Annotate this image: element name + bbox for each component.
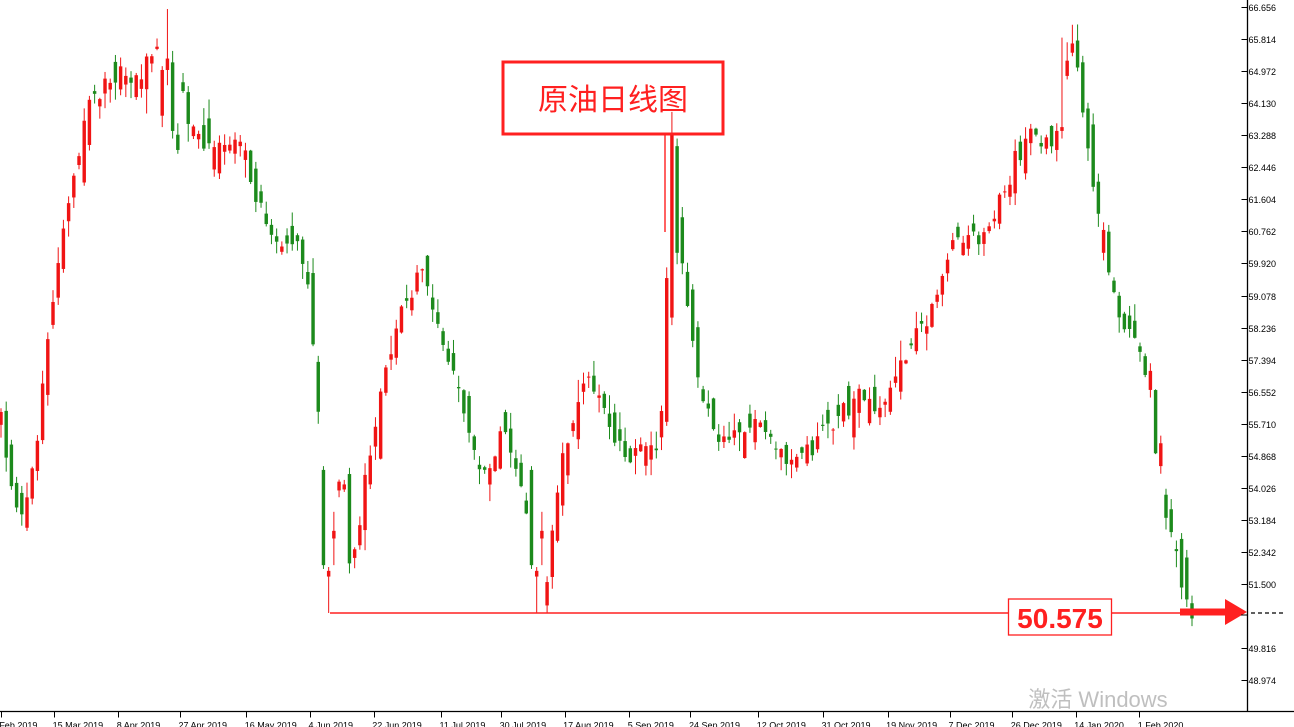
svg-text:原油日线图: 原油日线图 (538, 84, 688, 117)
svg-text:50.575: 50.575 (1017, 603, 1103, 634)
svg-text:激活 Windows: 激活 Windows (1028, 687, 1167, 712)
